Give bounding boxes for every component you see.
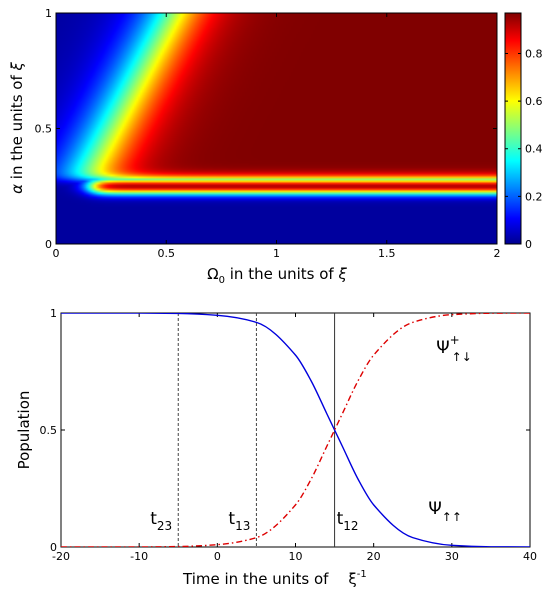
line-ytick-label: 1 <box>50 307 57 320</box>
line-xtick-label: -20 <box>52 550 70 563</box>
vertical-marker-label: t13 <box>228 509 250 533</box>
series-lines <box>61 313 530 547</box>
line-xtick-label: 20 <box>367 550 381 563</box>
heatmap-xtick-label: 2 <box>494 247 501 260</box>
line-ytick-label: 0 <box>50 541 57 554</box>
line-xlabel: Time in the units of ξ-1 <box>182 569 367 588</box>
line-plot-ticks: -20 -10 0 10 20 30 40 0 0.5 1 <box>40 307 538 563</box>
heatmap-xtick-label: 0 <box>53 247 60 260</box>
annotation-psi-up-up: Ψ↑↑ <box>428 499 462 524</box>
line-xtick-label: 30 <box>445 550 459 563</box>
colorbar-tick-label: 0.6 <box>525 95 543 108</box>
colorbar-ticks: 0 0.2 0.4 0.6 0.8 <box>505 47 543 251</box>
heatmap-ytick-label: 1 <box>45 7 52 20</box>
heatmap-ytick-label: 0.5 <box>35 123 53 136</box>
population-chart: -20 -10 0 10 20 30 40 0 0.5 1 t23 t13 t12 Ψ+ ↑↓ Ψ↑↑ T… <box>15 307 537 588</box>
heatmap-image <box>56 13 497 244</box>
colorbar <box>504 12 522 245</box>
heatmap-chart: 0 0.5 1 1.5 2 0 0.5 1 Ω0 in the units of ξ α in… <box>8 7 543 286</box>
heatmap-ytick-label: 0 <box>45 238 52 251</box>
heatmap-xtick-label: 1.5 <box>378 247 396 260</box>
line-ytick-label: 0.5 <box>40 424 58 437</box>
series-psi-up-up <box>61 313 530 547</box>
colorbar-tick-label: 0 <box>525 238 532 251</box>
vertical-marker-labels: t23 t13 t12 <box>150 509 358 533</box>
line-xtick-label: 40 <box>523 550 537 563</box>
colorbar-tick-label: 0.4 <box>525 143 543 156</box>
heatmap-ylabel: α in the units of ξ <box>8 62 26 194</box>
vertical-marker-label: t23 <box>150 509 172 533</box>
line-xtick-label: 0 <box>214 550 221 563</box>
annotation-psi-plus-up-down: Ψ+ ↑↓ <box>436 333 472 364</box>
line-xtick-label: 10 <box>289 550 303 563</box>
vertical-markers <box>177 313 336 547</box>
colorbar-tick-label: 0.8 <box>525 47 543 60</box>
curve-annotations: Ψ+ ↑↓ Ψ↑↑ <box>428 333 471 524</box>
heatmap-xlabel: Ω0 in the units of ξ <box>207 265 347 286</box>
colorbar-tick-label: 0.2 <box>525 190 543 203</box>
series-psi-plus-up-down <box>61 313 530 547</box>
heatmap-xtick-label: 0.5 <box>158 247 176 260</box>
vertical-marker-label: t12 <box>337 509 359 533</box>
heatmap-ticks: 0 0.5 1 1.5 2 0 0.5 1 <box>35 7 501 260</box>
heatmap-xtick-label: 1 <box>273 247 280 260</box>
line-xtick-label: -10 <box>130 550 148 563</box>
line-ylabel: Population <box>15 391 33 470</box>
